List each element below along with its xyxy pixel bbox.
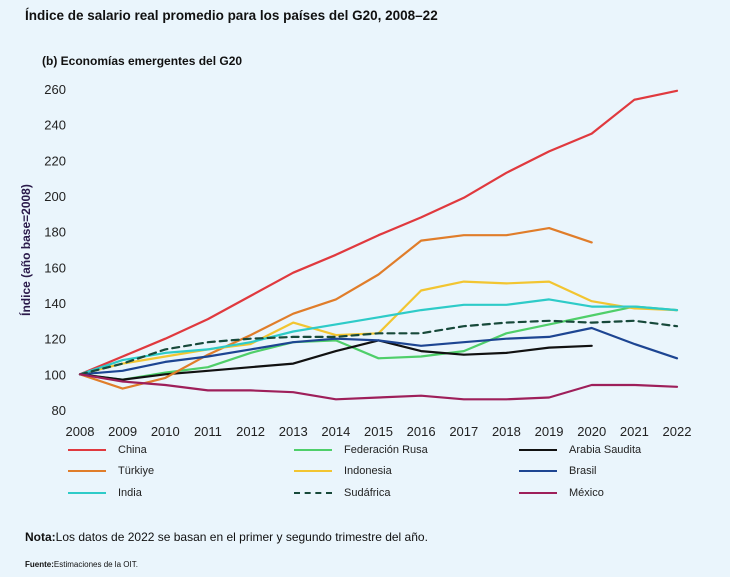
note: Nota:Los datos de 2022 se basan en el pr… xyxy=(25,530,428,544)
series-line-brasil xyxy=(78,326,679,376)
y-tick-label: 140 xyxy=(44,296,66,311)
x-tick-label: 2020 xyxy=(577,424,606,439)
y-tick-label: 160 xyxy=(44,260,66,275)
y-tick-label: 120 xyxy=(44,332,66,347)
y-tick-label: 100 xyxy=(44,367,66,382)
x-tick-label: 2011 xyxy=(194,424,222,439)
source-text: Estimaciones de la OIT. xyxy=(53,560,138,569)
x-tick-label: 2010 xyxy=(151,424,180,439)
x-tick-label: 2019 xyxy=(535,424,564,439)
chart-subtitle: (b) Economías emergentes del G20 xyxy=(42,54,243,68)
x-tick-label: 2015 xyxy=(364,424,393,439)
x-tick-label: 2014 xyxy=(321,424,350,439)
y-tick-label: 200 xyxy=(44,189,66,204)
note-text: Los datos de 2022 se basan en el primer … xyxy=(55,530,428,544)
series-line-turkiye xyxy=(78,227,593,390)
x-tick-label: 2022 xyxy=(663,424,692,439)
y-tick-label: 220 xyxy=(44,153,66,168)
series-line-china xyxy=(78,89,679,376)
x-tick-label: 2012 xyxy=(236,424,265,439)
series-line-sudafrica xyxy=(78,319,679,376)
series-line-mexico xyxy=(78,373,679,401)
x-tick-label: 2009 xyxy=(108,424,137,439)
series-line-arabia-saudita xyxy=(78,339,593,381)
x-tick-label: 2008 xyxy=(66,424,95,439)
y-tick-label: 180 xyxy=(44,225,66,240)
y-tick-label: 240 xyxy=(44,118,66,133)
source-label: Fuente: xyxy=(25,560,54,569)
chart-title: Índice de salario real promedio para los… xyxy=(25,8,438,23)
y-tick-label: 260 xyxy=(44,82,66,97)
series-line-india xyxy=(78,298,679,376)
x-tick-label: 2021 xyxy=(620,424,649,439)
x-tick-label: 2017 xyxy=(449,424,478,439)
source: Fuente:Estimaciones de la OIT. xyxy=(25,560,138,569)
y-tick-label: 80 xyxy=(52,403,66,418)
x-tick-label: 2016 xyxy=(407,424,436,439)
x-tick-label: 2013 xyxy=(279,424,308,439)
note-label: Nota: xyxy=(25,530,56,544)
x-tick-label: 2018 xyxy=(492,424,521,439)
